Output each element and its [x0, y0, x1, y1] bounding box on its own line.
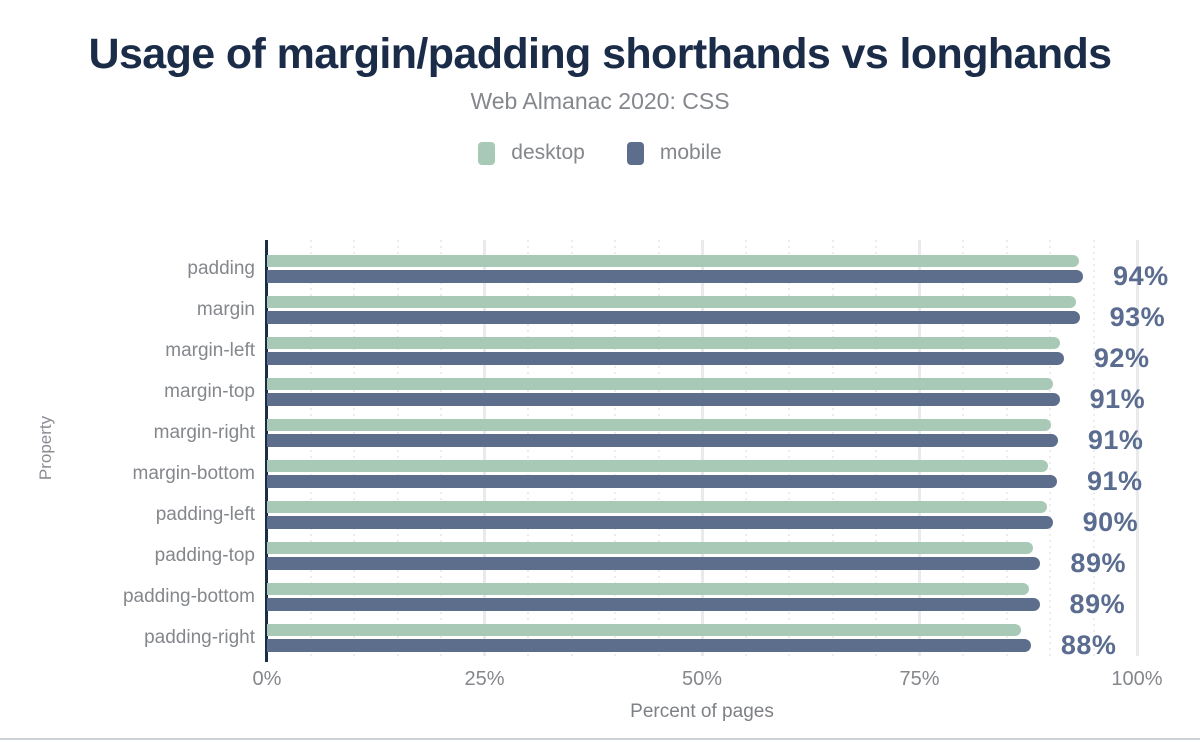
bottom-divider — [0, 738, 1200, 740]
chart-title: Usage of margin/padding shorthands vs lo… — [88, 30, 1112, 78]
mobile-bar — [267, 557, 1041, 570]
desktop-bar — [267, 378, 1054, 390]
value-label: 94% — [1113, 261, 1169, 291]
value-label: 91% — [1086, 466, 1143, 496]
y-axis-line — [265, 240, 268, 662]
category-label: margin-right — [153, 422, 255, 443]
value-label: 91% — [1089, 384, 1146, 414]
gridline-minor — [1049, 240, 1051, 656]
legend-item-mobile: mobile — [626, 141, 722, 165]
desktop-bar — [267, 419, 1051, 431]
mobile-bar — [267, 311, 1080, 324]
category-label: padding-right — [144, 627, 255, 648]
mobile-bar — [267, 352, 1064, 365]
desktop-bar — [267, 501, 1047, 513]
mobile-bar — [267, 516, 1053, 529]
mobile-bar — [267, 270, 1084, 283]
mobile-bar — [267, 598, 1040, 611]
x-tick-label: 25% — [464, 668, 505, 690]
desktop-bar — [267, 296, 1077, 308]
x-tick-label: 75% — [899, 668, 940, 690]
value-label: 89% — [1069, 589, 1126, 619]
value-label: 88% — [1060, 630, 1117, 660]
gridline-minor — [962, 240, 964, 656]
desktop-bar — [267, 542, 1034, 554]
desktop-bar — [267, 624, 1022, 636]
category-label: padding — [187, 258, 255, 279]
gridline-minor — [1092, 240, 1095, 656]
gridline-major — [700, 240, 704, 656]
y-axis-title: Property — [36, 415, 55, 481]
legend: desktop mobile — [0, 141, 1200, 165]
value-label: 92% — [1093, 343, 1150, 373]
gridline-major — [1135, 240, 1139, 656]
gridline-minor — [831, 240, 834, 656]
gridline-minor — [1005, 240, 1008, 656]
value-label: 89% — [1070, 548, 1126, 578]
gridline-minor — [527, 240, 529, 656]
gridline-minor — [309, 240, 312, 656]
legend-label-mobile: mobile — [659, 141, 722, 164]
value-label: 90% — [1082, 507, 1139, 537]
gridline-minor — [657, 240, 660, 656]
gridline-minor — [614, 240, 616, 656]
desktop-bar — [267, 255, 1079, 267]
legend-swatch-mobile-icon — [626, 141, 644, 165]
gridline-minor — [570, 240, 573, 656]
mobile-bar — [267, 393, 1060, 406]
x-tick-label: 100% — [1111, 668, 1163, 690]
gridline-minor — [788, 240, 790, 656]
value-label: 91% — [1087, 425, 1144, 455]
category-label: margin-left — [165, 340, 255, 361]
gridline-major — [483, 240, 486, 656]
legend-swatch-desktop-icon — [478, 141, 496, 165]
desktop-bar — [267, 460, 1049, 472]
desktop-bar — [267, 337, 1060, 349]
category-label: margin — [196, 299, 255, 320]
x-tick-label: 0% — [252, 668, 282, 690]
gridline-minor — [396, 240, 399, 656]
category-label: margin-top — [164, 381, 255, 402]
x-tick-label: 50% — [681, 668, 723, 690]
category-label: padding-left — [155, 504, 255, 525]
gridline-minor — [440, 240, 442, 656]
mobile-bar — [267, 475, 1057, 488]
legend-label-desktop: desktop — [511, 141, 585, 164]
gridline-minor — [875, 240, 877, 656]
desktop-bar — [267, 583, 1030, 595]
category-label: margin-bottom — [132, 463, 256, 484]
category-label: padding-bottom — [122, 586, 255, 607]
gridline-minor — [744, 240, 747, 656]
x-axis-title: Percent of pages — [630, 701, 774, 722]
legend-item-desktop: desktop — [478, 141, 585, 165]
gridline-major — [918, 240, 921, 656]
category-label: padding-top — [154, 545, 255, 566]
value-label: 93% — [1109, 302, 1166, 332]
mobile-bar — [267, 639, 1031, 652]
gridline-minor — [353, 240, 355, 656]
chart-subtitle: Web Almanac 2020: CSS — [470, 88, 730, 114]
mobile-bar — [267, 434, 1058, 447]
